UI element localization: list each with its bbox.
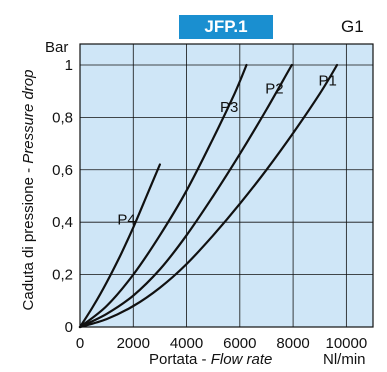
curves xyxy=(78,63,339,329)
x-tick-label: 0 xyxy=(76,335,84,352)
plot-frame xyxy=(79,43,374,328)
curve-label-p4: P4 xyxy=(117,212,135,229)
curve-label-p2: P2 xyxy=(265,81,283,98)
x-unit-label: Nl/min xyxy=(323,351,366,368)
model-badge: JFP.1 xyxy=(179,15,273,39)
grid xyxy=(80,44,373,327)
y-tick-label: 0,8 xyxy=(52,109,73,126)
x-axis-title: Portata - Flow rate xyxy=(149,351,272,368)
x-tick-label: 4000 xyxy=(170,335,203,352)
y-tick-label: 1 xyxy=(65,57,73,74)
tick-labels: 0 2000 4000 6000 8000 10000 0 0,2 0,4 0,6 0,8 1 xyxy=(52,57,367,352)
x-tick-label: 8000 xyxy=(276,335,309,352)
series-line-p2 xyxy=(78,63,293,329)
x-tick-label: 6000 xyxy=(223,335,256,352)
y-tick-label: 0,4 xyxy=(52,214,73,231)
series-line-p4 xyxy=(78,163,161,329)
x-axis-title-italic: Flow rate xyxy=(211,351,273,368)
y-unit-label: Bar xyxy=(45,39,68,56)
series-line-p3 xyxy=(78,63,248,329)
y-tick-label: 0,6 xyxy=(52,162,73,179)
y-tick-label: 0 xyxy=(65,319,73,336)
x-axis-title-normal: Portata - xyxy=(149,351,211,368)
curve-labels: P1 P2 P3 P4 xyxy=(117,73,336,229)
y-axis-title-italic: Pressure drop xyxy=(20,70,37,164)
y-axis-title: Caduta di pressione - Pressure drop xyxy=(20,70,37,311)
y-tick-label: 0,2 xyxy=(52,267,73,284)
curve-label-p1: P1 xyxy=(319,73,337,90)
x-tick-label: 2000 xyxy=(117,335,150,352)
series-line-p1 xyxy=(78,63,339,329)
y-axis-title-normal: Caduta di pressione - xyxy=(20,164,37,311)
curve-label-p3: P3 xyxy=(220,99,238,116)
series-code: G1 xyxy=(341,17,364,36)
x-tick-label: 10000 xyxy=(326,335,368,352)
